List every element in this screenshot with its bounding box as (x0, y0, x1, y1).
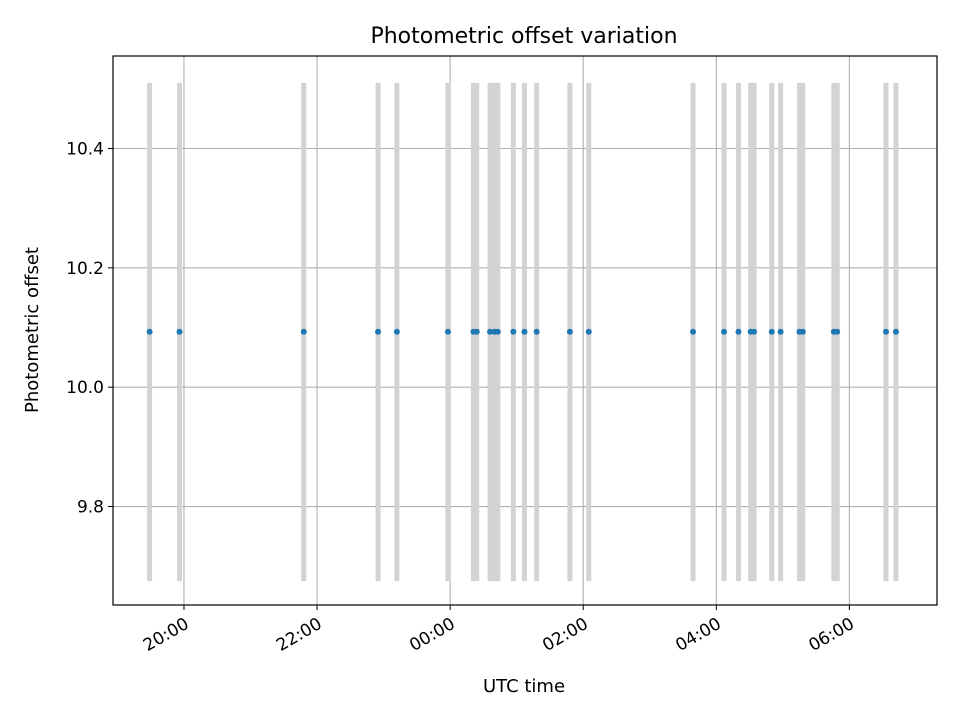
data-point (393, 328, 400, 335)
data-point (585, 328, 592, 335)
data-point (721, 328, 728, 335)
data-points (146, 328, 899, 335)
data-point (882, 328, 889, 335)
y-tick-label: 10.0 (66, 378, 104, 398)
data-point (892, 328, 899, 335)
y-tick-label: 10.4 (66, 139, 104, 159)
y-axis-ticks: 9.8 10.0 10.2 10.4 (66, 139, 113, 518)
x-tick-label: 02:00 (539, 614, 591, 656)
data-point (473, 328, 480, 335)
data-point (735, 328, 742, 335)
x-tick-label: 06:00 (805, 614, 857, 656)
data-point (521, 328, 528, 335)
x-tick-label: 20:00 (140, 614, 192, 656)
y-tick-label: 10.2 (66, 259, 104, 279)
data-point (777, 328, 784, 335)
data-point (566, 328, 573, 335)
data-point (799, 328, 806, 335)
plot-frame (112, 55, 938, 606)
data-point (176, 328, 183, 335)
data-point (768, 328, 775, 335)
data-point (751, 328, 758, 335)
chart-title: Photometric offset variation (370, 24, 677, 49)
data-point (494, 328, 501, 335)
data-point (375, 328, 382, 335)
x-tick-label: 22:00 (273, 614, 325, 656)
data-point (510, 328, 517, 335)
data-point (444, 328, 451, 335)
data-point (834, 328, 841, 335)
data-point (487, 328, 494, 335)
y-tick-label: 9.8 (77, 498, 104, 518)
data-point (533, 328, 540, 335)
y-axis-label: Photometric offset (22, 247, 43, 413)
x-axis-label: UTC time (483, 676, 565, 697)
x-tick-label: 00:00 (406, 614, 458, 656)
x-axis-ticks: 20:00 22:00 00:00 02:00 04:00 06:00 (140, 605, 858, 656)
data-point (146, 328, 153, 335)
data-point (690, 328, 697, 335)
x-tick-label: 04:00 (672, 614, 724, 656)
data-point (300, 328, 307, 335)
